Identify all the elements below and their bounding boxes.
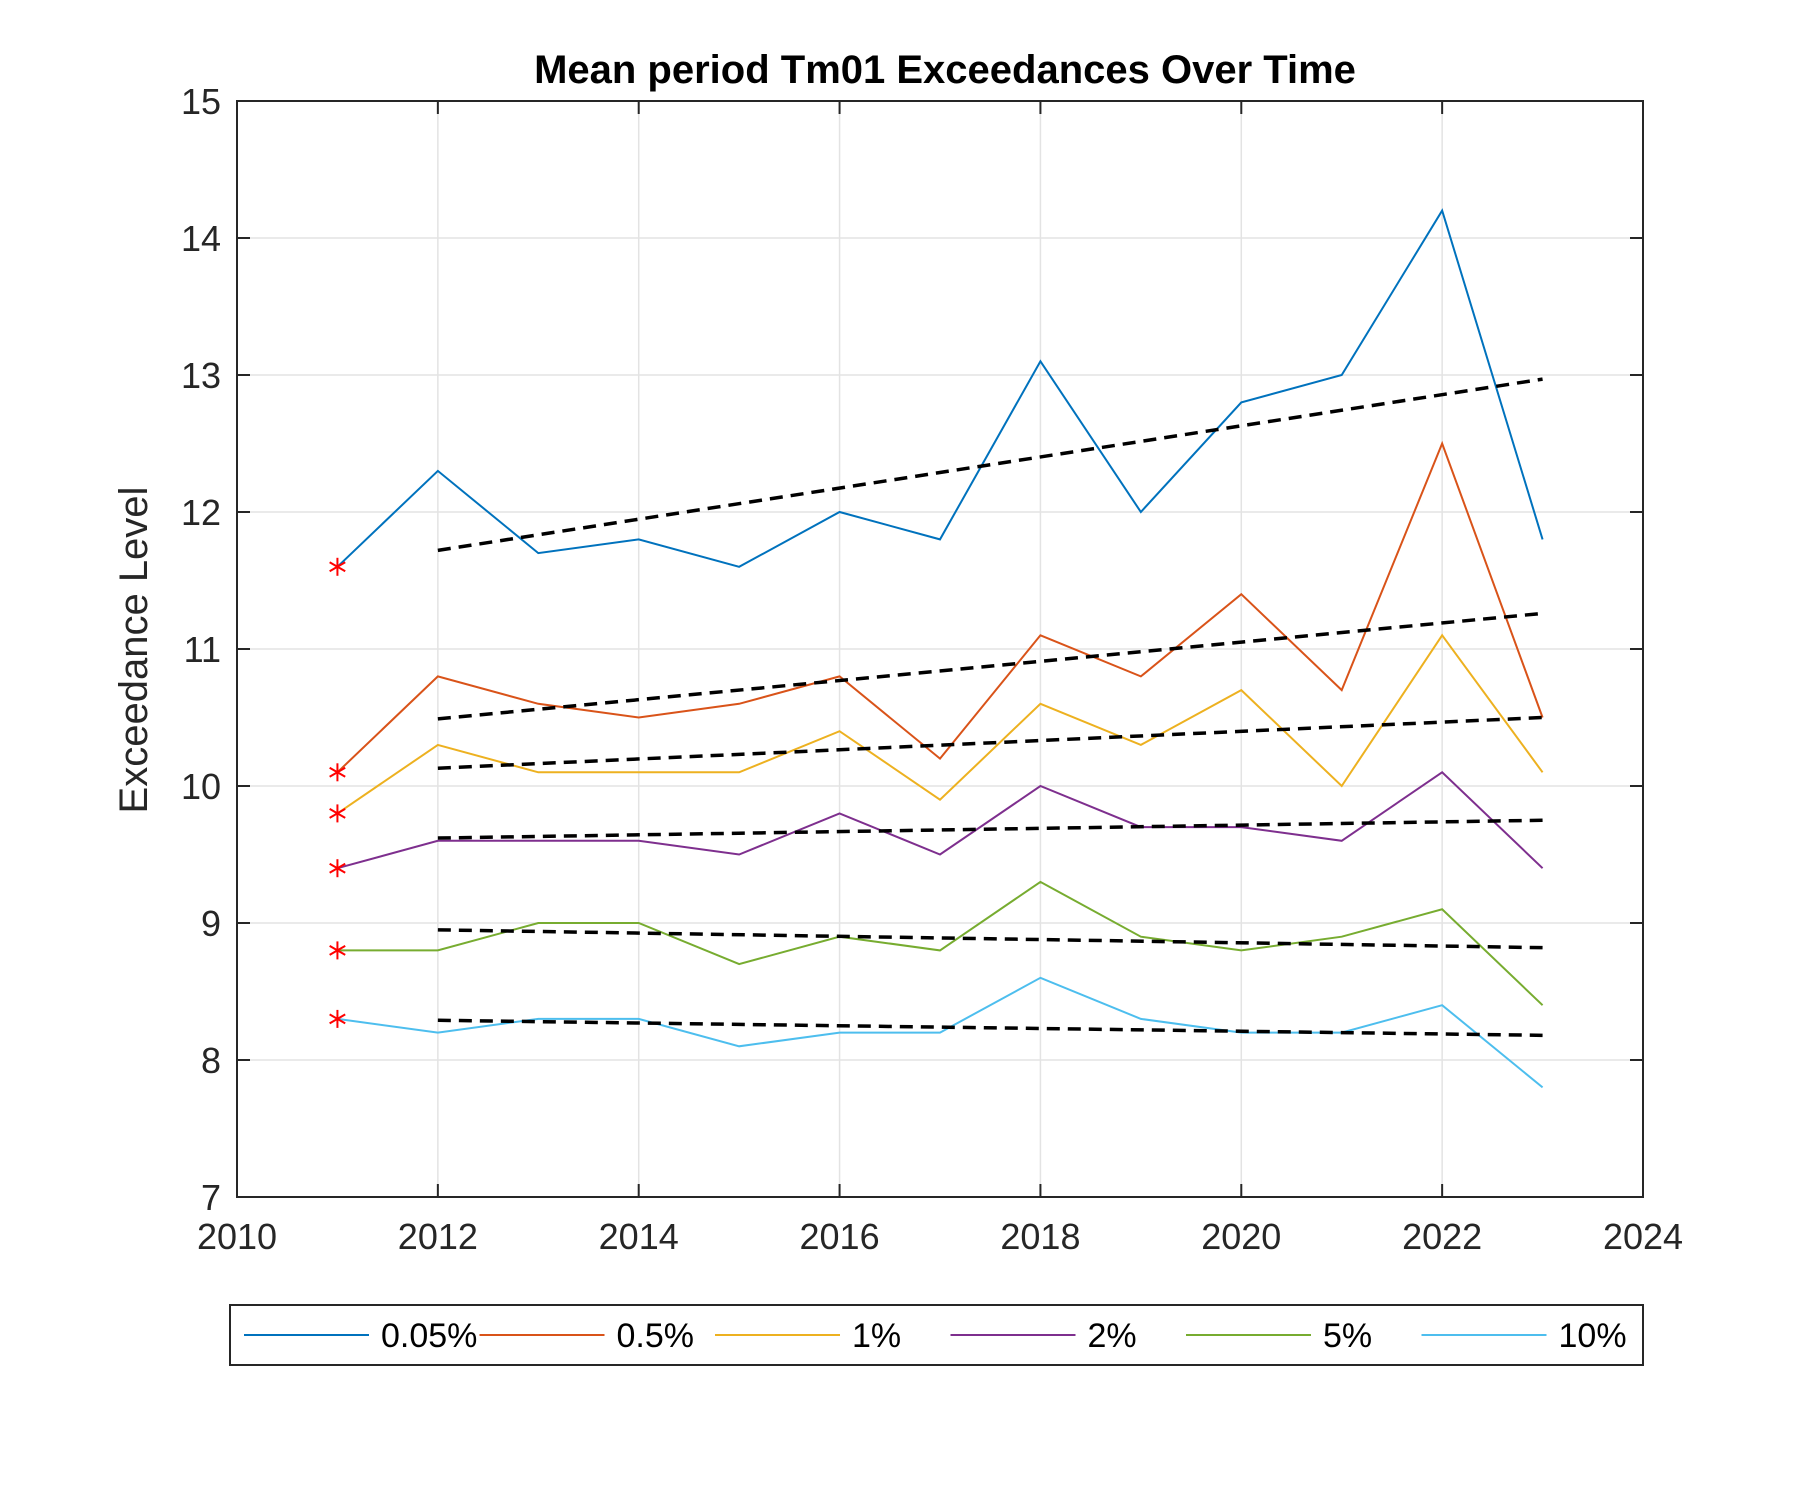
y-tick-label: 7 xyxy=(201,1177,221,1218)
y-tick-label: 13 xyxy=(181,355,221,396)
series-line-0-5pct xyxy=(336,440,1544,774)
legend-item: 10% xyxy=(1421,1317,1627,1355)
series-line-0-05pct xyxy=(336,208,1544,568)
legend-label: 0.5% xyxy=(617,1317,695,1355)
legend-box xyxy=(229,1304,1644,1366)
series-line-2pct xyxy=(337,771,1544,870)
trend-line xyxy=(437,611,1543,721)
x-tick-label: 2016 xyxy=(800,1216,880,1257)
y-tick-label: 15 xyxy=(181,81,221,122)
trend-layer xyxy=(437,377,1543,1038)
series-line-1pct xyxy=(336,633,1544,815)
trend-line xyxy=(437,928,1543,950)
legend-item: 2% xyxy=(950,1317,1137,1355)
legend-label: 1% xyxy=(852,1317,901,1355)
series-line-5pct xyxy=(337,880,1544,1006)
y-tick-label: 11 xyxy=(184,629,221,670)
star-marker xyxy=(329,763,346,782)
y-tick-label: 12 xyxy=(181,492,221,533)
y-tick-label: 8 xyxy=(201,1040,221,1081)
x-tick-label: 2020 xyxy=(1201,1216,1281,1257)
x-tick-label: 2014 xyxy=(599,1216,679,1257)
y-tick-label: 9 xyxy=(201,903,221,944)
legend-item: 0.05% xyxy=(244,1317,477,1355)
star-marker xyxy=(329,859,346,878)
star-marker xyxy=(329,1009,346,1028)
legend-label: 5% xyxy=(1323,1317,1372,1355)
trend-line xyxy=(437,377,1543,553)
legend: 0.05% 0.5% 1% 2% 5% 10% xyxy=(229,1304,1644,1366)
legend-item: 5% xyxy=(1186,1317,1372,1355)
legend-label: 10% xyxy=(1559,1317,1627,1355)
trend-line xyxy=(437,818,1543,840)
y-tick-label: 14 xyxy=(181,218,221,259)
chart-title: Mean period Tm01 Exceedances Over Time xyxy=(534,48,1356,92)
axis-ticks: 2010 2012 2014 2016 2018 2020 2022 2024 7 8 9 10 11 1… xyxy=(181,81,1683,1257)
star-marker xyxy=(329,941,346,960)
marker-layer xyxy=(329,557,346,1028)
x-tick-label: 2012 xyxy=(398,1216,478,1257)
x-tick-label: 2010 xyxy=(197,1216,277,1257)
legend-item: 0.5% xyxy=(479,1317,695,1355)
y-axis-label: Exceedance Level xyxy=(112,487,156,814)
trend-line xyxy=(437,1018,1543,1038)
x-tick-label: 2022 xyxy=(1402,1216,1482,1257)
y-tick-label: 10 xyxy=(181,766,221,807)
star-marker xyxy=(329,557,346,576)
legend-label: 0.05% xyxy=(381,1317,477,1355)
x-tick-label: 2024 xyxy=(1603,1216,1683,1257)
x-tick-label: 2018 xyxy=(1000,1216,1080,1257)
star-marker xyxy=(329,804,346,823)
legend-item: 1% xyxy=(715,1317,901,1355)
trend-line xyxy=(437,715,1543,770)
legend-label: 2% xyxy=(1088,1317,1137,1355)
